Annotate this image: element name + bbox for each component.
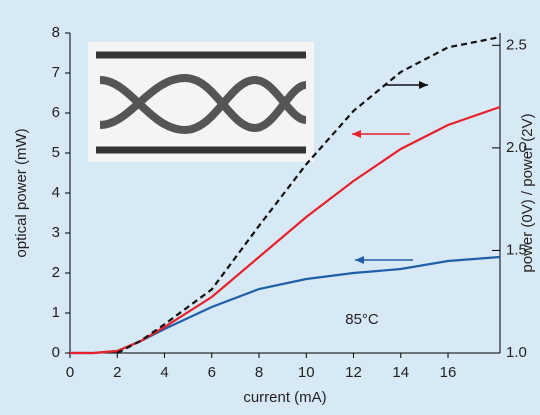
x-tick-label: 4 (160, 364, 168, 381)
x-tick-label: 8 (255, 364, 263, 381)
y-tick-label: 0 (52, 344, 60, 361)
chart: 85°C current (mA) optical power (mW) pow… (0, 0, 540, 415)
annotation: 85°C (345, 311, 379, 328)
x-tick-label: 10 (298, 364, 315, 381)
y-tick-label: 4 (52, 184, 60, 201)
axis-arrowhead (352, 130, 361, 138)
axis-arrowhead (419, 81, 428, 89)
x-tick-label: 6 (208, 364, 216, 381)
x-tick-label: 14 (392, 364, 409, 381)
series-line (70, 257, 500, 353)
y2-tick-label: 2.0 (506, 139, 527, 156)
y-tick-label: 8 (52, 24, 60, 41)
y-tick-label: 5 (52, 144, 60, 161)
y-tick-label: 6 (52, 104, 60, 121)
y-tick-label: 3 (52, 224, 60, 241)
x-tick-label: 0 (66, 364, 74, 381)
y2-tick-label: 2.5 (506, 36, 527, 53)
x-axis-label: current (mA) (243, 389, 326, 406)
x-tick-label: 16 (440, 364, 457, 381)
y-tick-label: 7 (52, 64, 60, 81)
x-tick-label: 2 (113, 364, 121, 381)
y-axis-label: optical power (mW) (13, 128, 30, 257)
y2-tick-label: 1.5 (506, 241, 527, 258)
x-tick-label: 12 (345, 364, 362, 381)
eye-diagram (88, 42, 314, 162)
y-tick-label: 1 (52, 304, 60, 321)
axis-arrowhead (355, 256, 364, 264)
y2-tick-label: 1.0 (506, 344, 527, 361)
y-tick-label: 2 (52, 264, 60, 281)
